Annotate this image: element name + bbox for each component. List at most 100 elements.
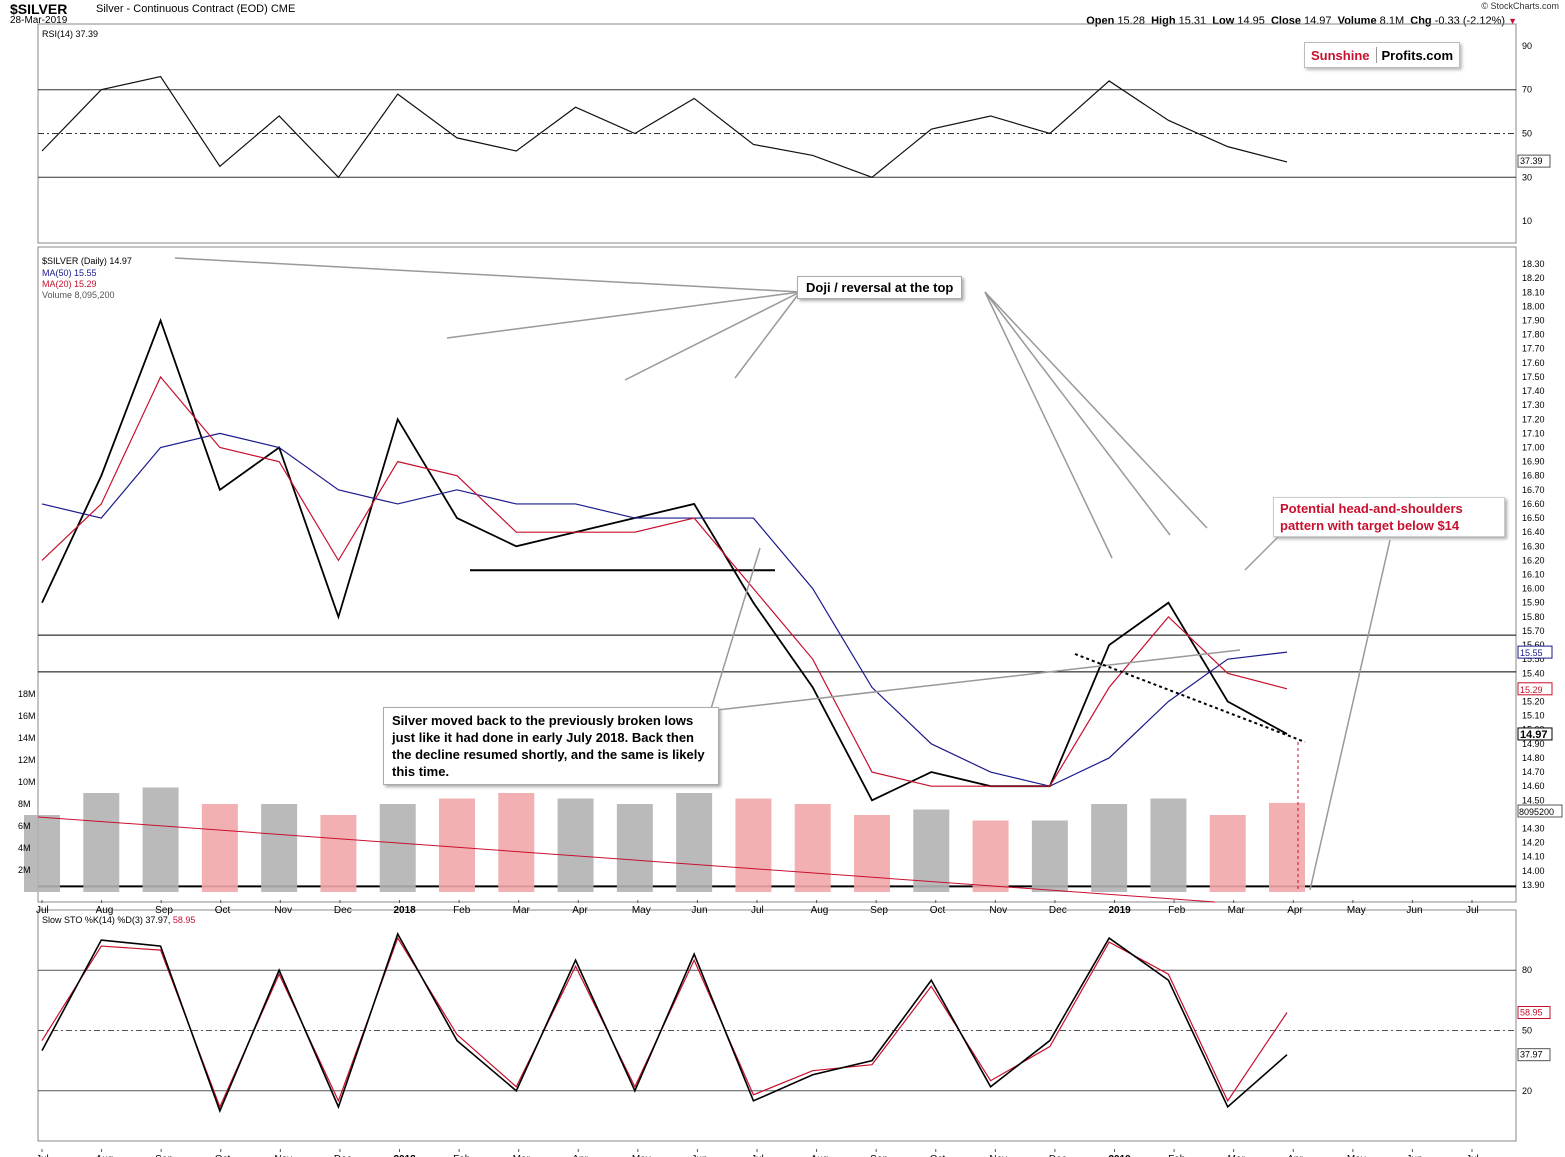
sto-x-label: Jun xyxy=(1406,1154,1422,1157)
sto-x-label: Oct xyxy=(215,1154,231,1157)
price-last-label: 15.55 xyxy=(1520,648,1543,658)
price-tick: 15.10 xyxy=(1522,711,1545,721)
price-tick: 16.00 xyxy=(1522,584,1545,594)
price-tick: 18.10 xyxy=(1522,287,1545,297)
brand-divider xyxy=(1375,47,1377,63)
ma20-legend-text: MA(20) 15.29 xyxy=(42,279,97,289)
price-tick: 17.70 xyxy=(1522,344,1545,354)
axis-labels: 10 30 50 70 90 37.39 13.90 14.00 14.10 14.20 14.30… xyxy=(18,41,1563,1157)
price-tick: 14.50 xyxy=(1522,795,1545,805)
price-tick: 16.10 xyxy=(1522,570,1545,580)
price-tick: 16.80 xyxy=(1522,471,1545,481)
price-tick: 16.20 xyxy=(1522,555,1545,565)
volume-bar xyxy=(1269,802,1305,892)
head-and-shoulders-callout: Potential head-and-shoulders pattern wit… xyxy=(1273,497,1505,537)
price-tick: 15.70 xyxy=(1522,626,1545,636)
sto-x-label: Nov xyxy=(274,1154,292,1157)
sto-x-label: Feb xyxy=(1168,1154,1186,1157)
volume-tick: 18M xyxy=(18,689,36,699)
sto-x-label: Apr xyxy=(572,1154,588,1157)
sto-x-label: Jul xyxy=(1466,1154,1479,1157)
volume-bar xyxy=(439,798,475,892)
doji-connector xyxy=(734,291,801,379)
price-x-label: Nov xyxy=(989,905,1007,916)
price-legend: $SILVER (Daily) 14.97 xyxy=(42,256,132,266)
ma20-legend: MA(20) 15.29 xyxy=(42,279,97,289)
sto-x-label: Aug xyxy=(96,1154,114,1157)
volume-bar xyxy=(261,804,298,892)
price-tick: 15.40 xyxy=(1522,668,1545,678)
price-tick: 17.00 xyxy=(1522,443,1545,453)
price-tick: 15.20 xyxy=(1522,697,1545,707)
volume-tick: 12M xyxy=(18,755,36,765)
rsi-series xyxy=(41,75,1288,179)
sto-x-label: Jul xyxy=(751,1154,764,1157)
rsi-last-value: 37.39 xyxy=(1520,156,1543,166)
price-tick: 17.30 xyxy=(1522,400,1545,410)
sto-x-label: Jul xyxy=(36,1154,49,1157)
brand-logo: Sunshine Profits.com xyxy=(1304,42,1461,68)
price-last-label: 15.29 xyxy=(1520,685,1543,695)
rsi-tick-30: 30 xyxy=(1522,172,1532,182)
volume-last-box xyxy=(1517,804,1563,818)
sto-d-value: 58.95 xyxy=(1520,1008,1543,1018)
rsi-tick-50: 50 xyxy=(1522,129,1532,139)
price-x-label: Oct xyxy=(215,905,231,916)
price-tick: 17.40 xyxy=(1522,386,1545,396)
price-x-label: Jul xyxy=(1466,905,1479,916)
volume-bars xyxy=(24,787,1305,892)
volume-bar xyxy=(1209,815,1246,892)
sto-k-line xyxy=(41,932,1288,1114)
grid-lines xyxy=(38,89,1516,1092)
doji-connector xyxy=(174,257,801,293)
sto-tick: 50 xyxy=(1522,1026,1532,1036)
volume-tick: 8M xyxy=(18,799,31,809)
price-tick: 17.80 xyxy=(1522,330,1545,340)
sto-x-label: Sep xyxy=(155,1154,173,1157)
doji-connector xyxy=(984,291,1113,559)
price-x-label: Feb xyxy=(453,905,471,916)
price-tick: 15.80 xyxy=(1522,612,1545,622)
ma20-line xyxy=(41,375,1288,787)
volume-bar xyxy=(24,815,60,892)
price-x-label: Sep xyxy=(870,905,888,916)
sto-tick: 80 xyxy=(1522,965,1532,975)
volume-tick: 10M xyxy=(18,777,36,787)
ma50-line xyxy=(41,432,1288,787)
price-tick: 17.60 xyxy=(1522,358,1545,368)
sto-series xyxy=(41,932,1288,1114)
price-tick: 14.80 xyxy=(1522,753,1545,763)
price-tick: 18.30 xyxy=(1522,259,1545,269)
price-x-label: 2019 xyxy=(1109,905,1132,916)
price-tick: 16.70 xyxy=(1522,485,1545,495)
volume-bar xyxy=(201,804,238,892)
price-tick: 14.60 xyxy=(1522,781,1545,791)
brand-part2: Profits.com xyxy=(1381,47,1454,63)
volume-bar xyxy=(379,804,416,892)
volume-bar xyxy=(913,809,950,892)
sto-x-label: Aug xyxy=(811,1154,829,1157)
sto-x-label: 2018 xyxy=(394,1154,417,1157)
price-x-label: Feb xyxy=(1168,905,1186,916)
price-x-label: Jul xyxy=(751,905,764,916)
volume-legend: Volume 8,095,200 xyxy=(42,290,115,300)
price-last-label: 14.97 xyxy=(1520,729,1548,741)
sto-x-label: Nov xyxy=(989,1154,1007,1157)
ticker-description: Silver - Continuous Contract (EOD) CME xyxy=(96,3,295,15)
price-x-label: Aug xyxy=(811,905,829,916)
price-tick: 14.70 xyxy=(1522,767,1545,777)
price-x-label: Oct xyxy=(930,905,946,916)
price-tick: 14.30 xyxy=(1522,824,1545,834)
sto-k-value: 37.97 xyxy=(1520,1050,1543,1060)
volume-bar xyxy=(1091,804,1128,892)
price-tick: 14.00 xyxy=(1522,866,1545,876)
price-tick: 16.50 xyxy=(1522,513,1545,523)
ticker-symbol: $SILVER xyxy=(10,1,68,17)
panel-frames xyxy=(37,23,1517,1142)
rsi-tick-70: 70 xyxy=(1522,85,1532,95)
price-legend-text: $SILVER (Daily) 14.97 xyxy=(42,256,132,266)
price-x-label: Apr xyxy=(1287,905,1303,916)
volume-bar xyxy=(735,798,772,892)
price-x-label: Sep xyxy=(155,905,173,916)
